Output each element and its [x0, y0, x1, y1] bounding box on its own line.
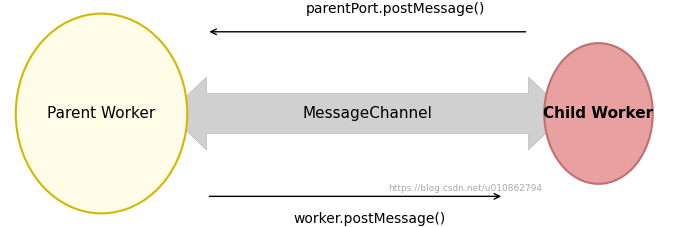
Text: Child Worker: Child Worker	[543, 106, 654, 121]
Text: parentPort.postMessage(): parentPort.postMessage()	[306, 2, 485, 16]
Text: worker.postMessage(): worker.postMessage()	[293, 212, 445, 226]
Ellipse shape	[545, 43, 652, 184]
Text: MessageChannel: MessageChannel	[302, 106, 433, 121]
Polygon shape	[168, 77, 567, 150]
Ellipse shape	[15, 14, 188, 213]
Text: Parent Worker: Parent Worker	[48, 106, 155, 121]
Text: https://blog.csdn.net/u010862794: https://blog.csdn.net/u010862794	[389, 184, 542, 193]
